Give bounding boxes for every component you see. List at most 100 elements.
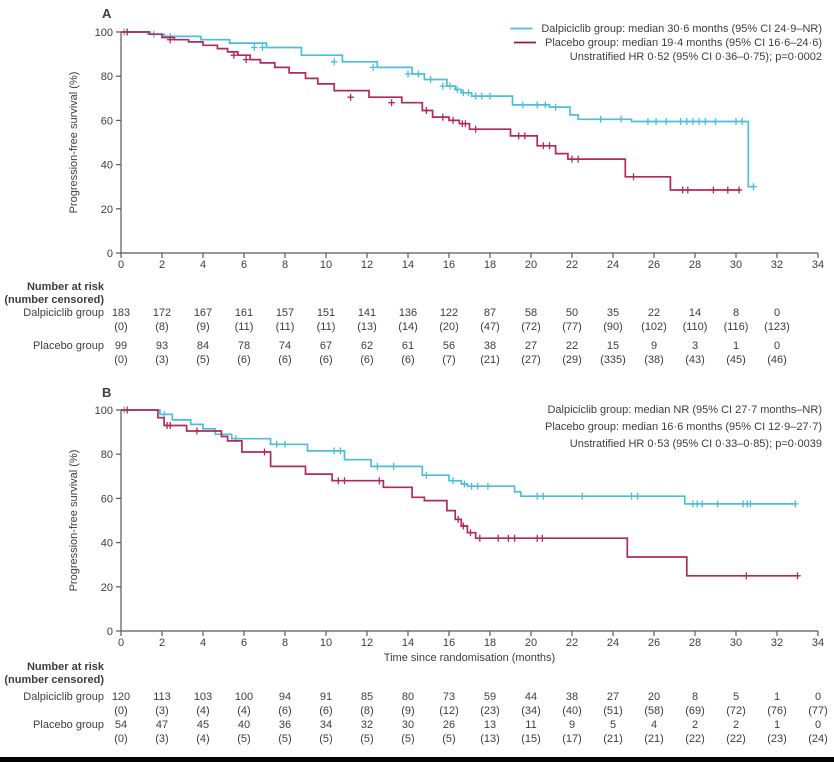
censored-value: (58) xyxy=(644,705,664,717)
risk-value: 8 xyxy=(692,691,698,703)
censored-value: (8) xyxy=(360,705,373,717)
x-tick-label: 34 xyxy=(812,259,824,271)
censor-mark xyxy=(597,115,604,123)
censor-mark xyxy=(539,534,546,542)
censor-mark xyxy=(712,118,719,125)
risk-value: 74 xyxy=(279,340,291,352)
risk-row-label: Placebo group xyxy=(33,719,104,731)
censor-mark xyxy=(486,92,494,100)
censored-value: (22) xyxy=(685,733,705,745)
censored-value: (90) xyxy=(603,321,623,333)
censor-mark xyxy=(495,534,502,542)
risk-value: 0 xyxy=(774,340,780,352)
censored-value: (6) xyxy=(278,705,291,717)
censored-value: (24) xyxy=(808,733,828,745)
censor-mark xyxy=(546,142,553,150)
censor-mark xyxy=(273,440,280,448)
x-tick-label: 28 xyxy=(689,259,701,271)
censor-mark xyxy=(160,410,168,418)
y-tick-label: 100 xyxy=(95,405,113,417)
censored-value: (38) xyxy=(644,354,664,366)
risk-value: 20 xyxy=(648,691,660,703)
censor-mark xyxy=(460,522,467,530)
risk-value: 8 xyxy=(733,307,739,319)
x-tick-label: 20 xyxy=(525,259,537,271)
risk-value: 85 xyxy=(361,691,373,703)
censored-value: (5) xyxy=(401,733,414,745)
risk-value: 100 xyxy=(235,691,253,703)
censor-mark xyxy=(628,492,635,500)
risk-value: 103 xyxy=(194,691,212,703)
x-tick-label: 20 xyxy=(525,637,537,649)
censored-value: (77) xyxy=(562,321,582,333)
censored-value: (5) xyxy=(442,733,455,745)
censor-mark xyxy=(478,92,485,100)
censored-value: (7) xyxy=(442,354,455,366)
censor-mark xyxy=(747,500,754,508)
censor-mark xyxy=(369,63,377,71)
censor-mark xyxy=(427,76,434,83)
censor-mark xyxy=(331,58,338,66)
censor-mark xyxy=(449,116,457,124)
panel-letter: A xyxy=(102,6,112,21)
x-tick-label: 28 xyxy=(689,637,701,649)
censor-mark xyxy=(515,132,522,140)
censor-mark xyxy=(388,99,395,107)
censor-mark xyxy=(472,125,479,133)
risk-value: 157 xyxy=(276,307,294,319)
censored-value: (8) xyxy=(155,321,168,333)
x-tick-label: 2 xyxy=(159,637,165,649)
censor-mark xyxy=(710,186,717,194)
x-tick-label: 32 xyxy=(771,637,783,649)
x-tick-label: 26 xyxy=(648,637,660,649)
y-tick-label: 40 xyxy=(101,160,113,172)
censored-value: (4) xyxy=(196,733,209,745)
risk-value: 1 xyxy=(774,691,780,703)
risk-value: 87 xyxy=(484,307,496,319)
censor-mark xyxy=(794,572,801,580)
censored-value: (9) xyxy=(401,705,414,717)
censored-value: (6) xyxy=(401,354,414,366)
censor-mark xyxy=(467,529,474,537)
censor-mark xyxy=(259,44,266,51)
x-tick-label: 12 xyxy=(361,637,373,649)
risk-value: 26 xyxy=(443,719,455,731)
censored-value: (72) xyxy=(521,321,541,333)
censored-value: (14) xyxy=(398,321,418,333)
y-axis-title: Progression-free survival (%) xyxy=(68,72,80,214)
risk-value: 141 xyxy=(358,307,376,319)
risk-value: 5 xyxy=(733,691,739,703)
risk-value: 113 xyxy=(153,691,171,703)
censor-mark xyxy=(454,86,461,93)
censor-mark xyxy=(439,82,446,90)
x-tick-label: 30 xyxy=(730,259,742,271)
censored-value: (51) xyxy=(603,705,623,717)
legend-entry: Unstratified HR 0·52 (95% CI 0·36–0·75);… xyxy=(570,51,822,63)
risk-value: 91 xyxy=(320,691,332,703)
censor-mark xyxy=(376,477,383,485)
censored-value: (6) xyxy=(319,354,332,366)
x-tick-label: 26 xyxy=(648,259,660,271)
censor-mark xyxy=(331,447,338,455)
dalpiciclib-curve xyxy=(121,409,796,505)
risk-table-header: Number at risk xyxy=(27,281,105,293)
censored-value: (27) xyxy=(521,354,541,366)
legend-entry: Placebo group: median 16·6 months (95% C… xyxy=(545,421,822,433)
censored-value: (76) xyxy=(767,705,787,717)
censor-mark xyxy=(474,482,481,490)
risk-value: 2 xyxy=(733,719,739,731)
risk-value: 59 xyxy=(484,691,496,703)
risk-value: 0 xyxy=(815,691,821,703)
x-tick-label: 6 xyxy=(241,637,247,649)
risk-value: 40 xyxy=(238,719,250,731)
y-tick-label: 80 xyxy=(101,449,113,461)
censored-value: (116) xyxy=(724,321,749,333)
risk-table-header: Number at risk xyxy=(27,661,105,673)
y-tick-label: 20 xyxy=(101,582,113,594)
censored-value: (5) xyxy=(237,733,250,745)
placebo-curve xyxy=(121,31,741,191)
x-tick-label: 22 xyxy=(566,259,578,271)
x-tick-label: 4 xyxy=(200,637,206,649)
risk-value: 14 xyxy=(689,307,701,319)
censor-mark xyxy=(461,480,468,488)
